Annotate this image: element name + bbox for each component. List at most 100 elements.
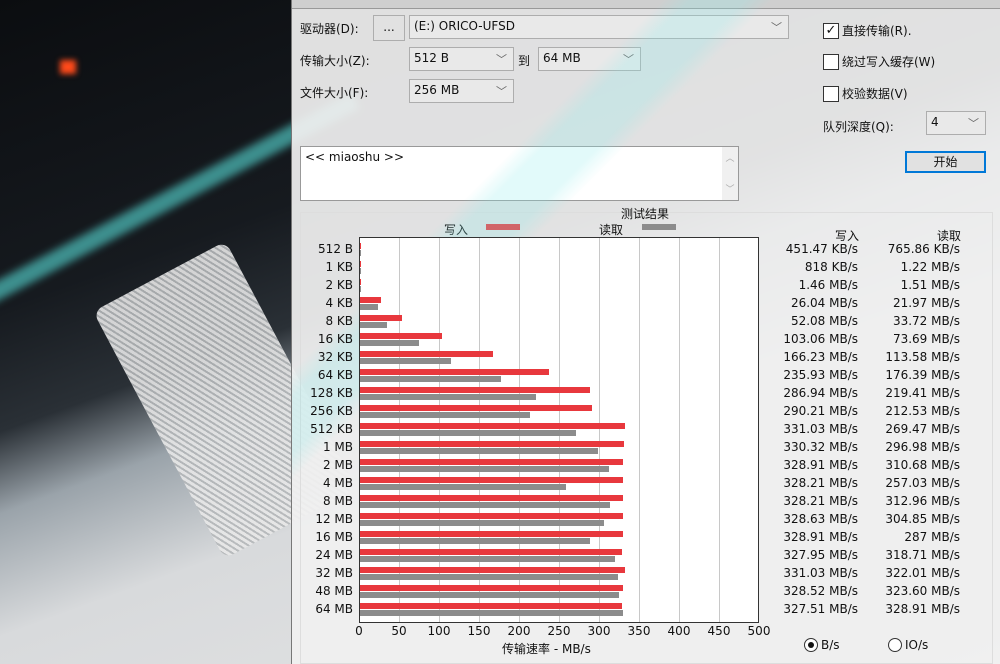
unit-bytes-radio[interactable]: B/s	[804, 638, 840, 652]
chevron-down-icon: ﹀	[968, 117, 979, 130]
row-label: 4 KB	[325, 296, 353, 310]
file-size-select[interactable]: 256 MB ﹀	[409, 79, 514, 103]
transfer-to-value: 64 MB	[543, 51, 581, 65]
read-bar	[360, 394, 536, 400]
row-label: 1 MB	[322, 440, 353, 454]
verify-data-checkbox[interactable]: 校验数据(V)	[823, 85, 908, 102]
write-bar	[360, 531, 624, 537]
x-tick-label: 250	[547, 624, 571, 638]
write-bar	[360, 279, 362, 285]
write-value: 52.08 MB/s	[790, 314, 858, 328]
write-value: 818 KB/s	[804, 260, 858, 274]
read-value: 765.86 KB/s	[887, 242, 960, 256]
x-tick-label: 400	[667, 624, 691, 638]
description-textarea[interactable]: << miaoshu >> ︿ ﹀	[300, 146, 739, 201]
queue-depth-value: 4	[931, 115, 939, 129]
read-bar	[360, 430, 576, 436]
write-value: 328.91 MB/s	[783, 458, 858, 472]
write-value: 328.21 MB/s	[783, 476, 858, 490]
x-tick-label: 50	[391, 624, 407, 638]
queue-depth-label: 队列深度(Q):	[823, 120, 894, 134]
x-tick-label: 500	[747, 624, 771, 638]
chevron-down-icon: ﹀	[623, 53, 634, 66]
column-read-header: 读取	[937, 229, 962, 243]
bypass-cache-checkbox[interactable]: 绕过写入缓存(W)	[823, 53, 935, 70]
read-value: 269.47 MB/s	[885, 422, 960, 436]
row-label: 32 MB	[315, 566, 353, 580]
row-label: 16 MB	[315, 530, 353, 544]
write-bar	[360, 387, 590, 393]
read-bar	[360, 304, 378, 310]
start-button[interactable]: 开始	[905, 151, 986, 173]
drive-label: 驱动器(D):	[300, 22, 359, 36]
read-value: 304.85 MB/s	[885, 512, 960, 526]
row-label: 4 MB	[322, 476, 353, 490]
x-tick-label: 200	[507, 624, 531, 638]
write-value: 451.47 KB/s	[785, 242, 858, 256]
write-value: 328.52 MB/s	[783, 584, 858, 598]
scroll-down-icon: ﹀	[725, 185, 735, 195]
transfer-from-select[interactable]: 512 B ﹀	[409, 47, 514, 71]
read-value: 73.69 MB/s	[892, 332, 960, 346]
read-bar	[360, 448, 598, 454]
checkbox-box	[823, 85, 839, 102]
transfer-size-label: 传输大小(Z):	[300, 54, 370, 68]
row-label: 24 MB	[315, 548, 353, 562]
write-bar	[360, 549, 623, 555]
x-tick-label: 100	[427, 624, 451, 638]
drive-select[interactable]: (E:) ORICO-UFSD ﹀	[409, 15, 789, 39]
chevron-down-icon: ﹀	[771, 21, 782, 34]
unit-io-radio[interactable]: IO/s	[888, 638, 928, 652]
transfer-to-select[interactable]: 64 MB ﹀	[538, 47, 641, 71]
read-bar	[360, 250, 361, 256]
legend-write-swatch	[486, 224, 520, 230]
read-value: 310.68 MB/s	[885, 458, 960, 472]
write-bar	[360, 459, 624, 465]
scrollbar[interactable]: ︿ ﹀	[722, 147, 738, 200]
read-value: 287 MB/s	[904, 530, 960, 544]
gridline	[599, 238, 600, 622]
queue-depth-select[interactable]: 4 ﹀	[926, 111, 986, 135]
gridline	[639, 238, 640, 622]
to-label: 到	[518, 54, 531, 68]
write-value: 327.51 MB/s	[783, 602, 858, 616]
write-bar	[360, 423, 625, 429]
read-value: 322.01 MB/s	[885, 566, 960, 580]
read-bar	[360, 358, 451, 364]
write-value: 331.03 MB/s	[783, 566, 858, 580]
bypass-cache-label: 绕过写入缓存(W)	[842, 55, 936, 69]
read-bar	[360, 556, 615, 562]
write-value: 290.21 MB/s	[783, 404, 858, 418]
transfer-from-value: 512 B	[414, 51, 449, 65]
gridline	[679, 238, 680, 622]
x-tick-label: 150	[467, 624, 491, 638]
browse-button[interactable]: ...	[373, 15, 405, 41]
row-label: 16 KB	[317, 332, 353, 346]
read-value: 1.51 MB/s	[900, 278, 960, 292]
row-label: 512 B	[318, 242, 353, 256]
description-text: << miaoshu >>	[305, 150, 405, 164]
write-value: 1.46 MB/s	[798, 278, 858, 292]
write-value: 327.95 MB/s	[783, 548, 858, 562]
checkmark-icon: ✓	[823, 22, 839, 39]
write-bar	[360, 351, 493, 357]
x-tick-label: 350	[627, 624, 651, 638]
read-bar	[360, 286, 362, 292]
radio-selected-icon	[804, 638, 818, 652]
read-value: 257.03 MB/s	[885, 476, 960, 490]
gridline	[719, 238, 720, 622]
read-value: 318.71 MB/s	[885, 548, 960, 562]
direct-io-checkbox[interactable]: ✓ 直接传输(R).	[823, 22, 912, 39]
write-value: 26.04 MB/s	[790, 296, 858, 310]
radio-icon	[888, 638, 902, 652]
write-value: 103.06 MB/s	[783, 332, 858, 346]
write-bar	[360, 495, 623, 501]
read-bar	[360, 538, 590, 544]
write-value: 328.91 MB/s	[783, 530, 858, 544]
write-value: 166.23 MB/s	[783, 350, 858, 364]
drive-value: (E:) ORICO-UFSD	[414, 19, 515, 33]
legend-read-label: 读取	[599, 223, 624, 237]
x-tick-label: 300	[587, 624, 611, 638]
row-label: 64 MB	[315, 602, 353, 616]
read-value: 328.91 MB/s	[885, 602, 960, 616]
